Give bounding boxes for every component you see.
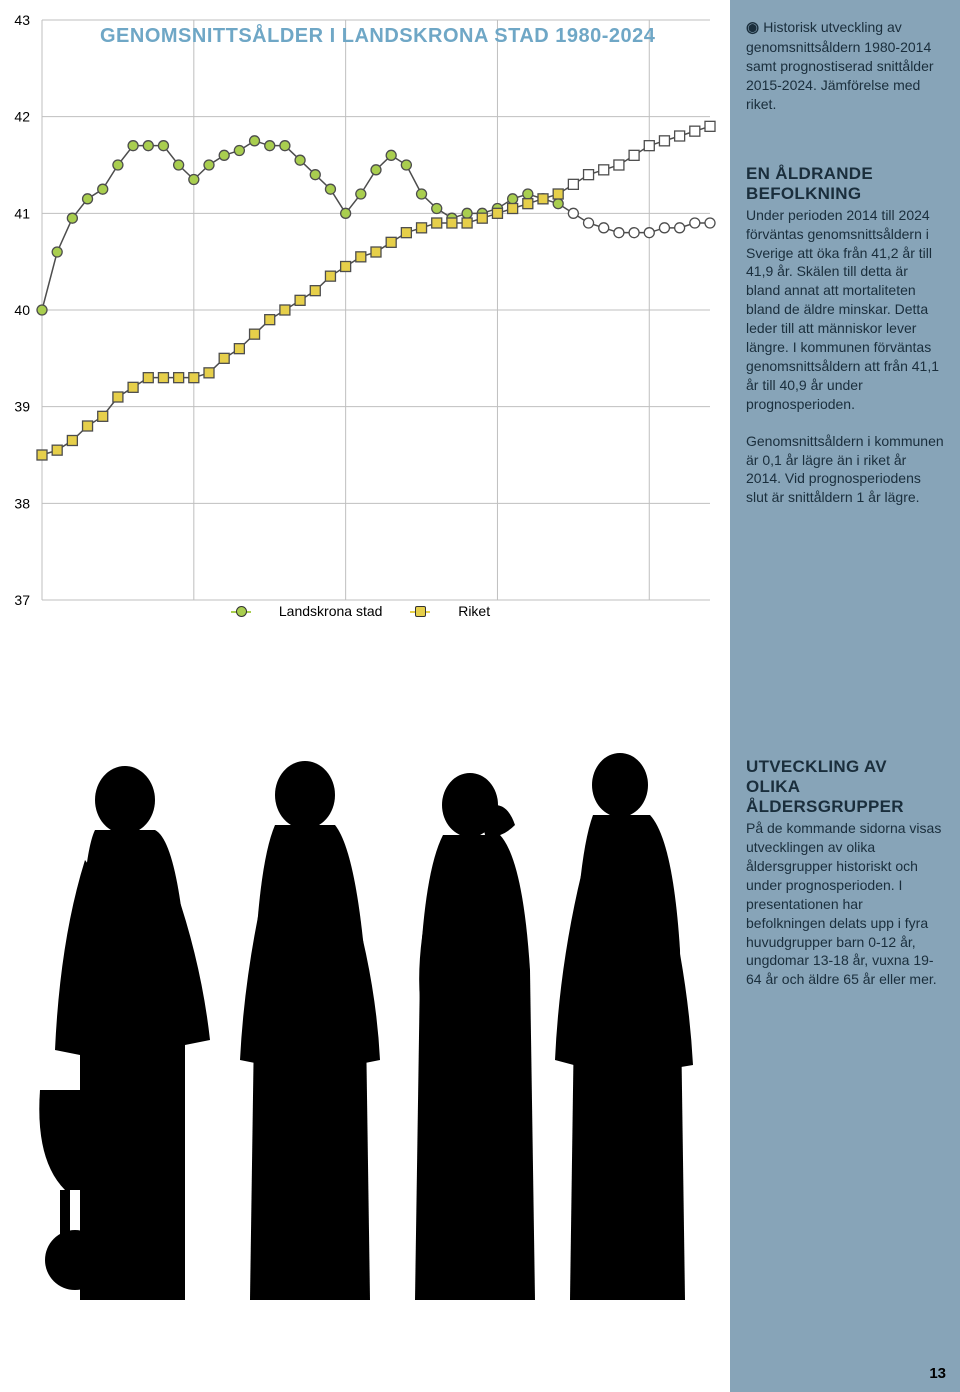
sidebar: ◉ Historisk utveckling av genomsnittsåld… — [730, 0, 960, 1392]
svg-text:39: 39 — [14, 399, 30, 415]
section1-para2: Genomsnittsåldern i kommunen är 0,1 år l… — [746, 432, 944, 508]
legend-label-1: Riket — [458, 603, 490, 619]
svg-text:43: 43 — [14, 12, 30, 28]
svg-text:42: 42 — [14, 109, 30, 125]
svg-text:40: 40 — [14, 302, 30, 318]
section1-text: Under perioden 2014 till 2024 förväntas … — [746, 206, 944, 414]
page-number: 13 — [929, 1365, 946, 1382]
silhouette-figure — [25, 740, 715, 1300]
svg-text:37: 37 — [14, 592, 30, 608]
chart-title: GENOMSNITTSÅLDER I LANDSKRONA STAD 1980-… — [100, 25, 655, 48]
bullet-icon: ◉ — [746, 19, 763, 36]
svg-text:38: 38 — [14, 495, 30, 511]
legend-swatch-0 — [231, 611, 251, 613]
svg-text:1980: 1980 — [26, 607, 57, 610]
svg-text:1990: 1990 — [178, 607, 209, 610]
legend-swatch-1 — [410, 611, 430, 613]
section2-text: På de kommande sidorna visas utvecklinge… — [746, 819, 944, 989]
sidebar-section-2: UTVECKLING AV OLIKA ÅLDERSGRUPPER På de … — [730, 517, 960, 999]
legend-label-0: Landskrona stad — [279, 603, 383, 619]
section2-heading: UTVECKLING AV OLIKA ÅLDERSGRUPPER — [746, 757, 944, 817]
svg-text:2020: 2020 — [634, 607, 665, 610]
chart-svg: 3738394041424319801990200020102020 — [0, 10, 720, 610]
sidebar-callout: ◉ Historisk utveckling av genomsnittsåld… — [730, 0, 960, 124]
svg-text:41: 41 — [14, 205, 30, 221]
chart-legend: Landskrona stad Riket — [225, 603, 508, 619]
chart-area: GENOMSNITTSÅLDER I LANDSKRONA STAD 1980-… — [0, 10, 720, 630]
sidebar-section-1: EN ÅLDRANDE BEFOLKNING Under perioden 20… — [730, 124, 960, 517]
section1-heading: EN ÅLDRANDE BEFOLKNING — [746, 164, 944, 204]
callout-text: Historisk utveckling av genomsnittsålder… — [746, 19, 934, 112]
